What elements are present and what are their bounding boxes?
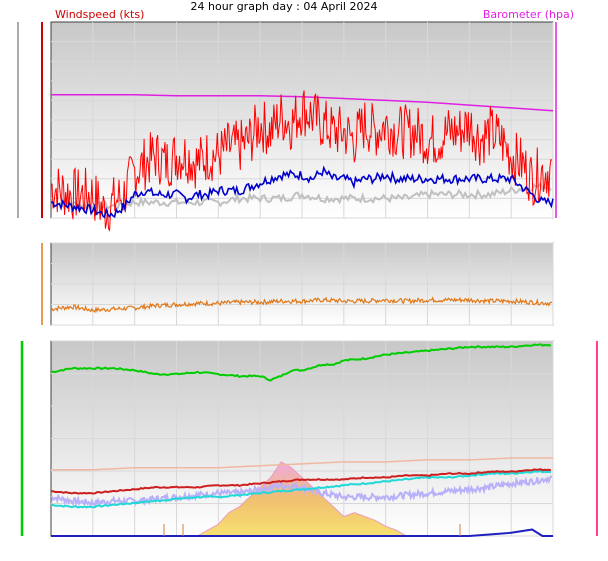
panel1-series (50, 90, 554, 232)
page-title: 24 hour graph day : 04 April 2024 (191, 0, 378, 13)
series-windavg-line (50, 165, 554, 219)
panel1-title-left: Windspeed (kts) (55, 8, 144, 21)
series-humidity-line (50, 343, 552, 382)
panel3-annotations (163, 524, 461, 536)
panel-wind-direction (41, 242, 554, 326)
series-temperature-line (50, 468, 552, 495)
series-winddir-line (50, 296, 553, 314)
panel-humidity-temperature (20, 340, 598, 537)
panel2-gridlines (51, 242, 554, 326)
series-barometer-line (51, 94, 554, 112)
series-solar-area (195, 461, 409, 537)
panel-wind-barometer: Windspeed (kts) Barometer (hpa) (17, 8, 574, 232)
panel2-series (50, 296, 553, 314)
series-rainfall-line (51, 528, 553, 537)
series-dewpoint-line (50, 469, 552, 509)
series-gust-grey-line (50, 181, 552, 212)
series-windspeed-line (50, 90, 553, 232)
panel3-series (50, 343, 553, 537)
panel1-title-right: Barometer (hpa) (483, 8, 574, 21)
series-indoor-line (51, 457, 553, 471)
